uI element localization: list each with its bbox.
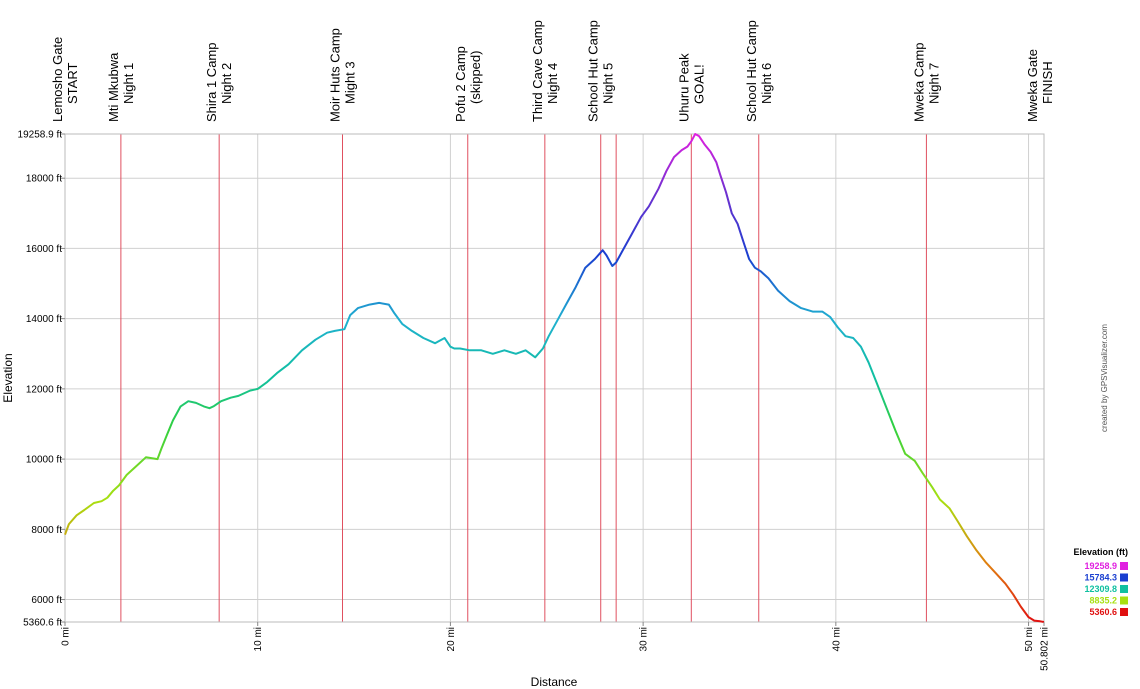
waypoint-label: Moir Huts Camp Might 3 bbox=[328, 28, 358, 122]
waypoint-sub: FINISH bbox=[1040, 61, 1055, 104]
waypoint-name: School Hut Camp bbox=[586, 20, 601, 122]
legend-label: 8835.2 bbox=[1089, 596, 1117, 606]
legend-swatch bbox=[1120, 562, 1128, 570]
waypoint-label: Mweka Gate FINISH bbox=[1025, 49, 1055, 122]
waypoint-sub: START bbox=[65, 63, 80, 104]
waypoint-sub: Night 1 bbox=[121, 63, 136, 104]
waypoint-name: Pofu 2 Camp bbox=[453, 46, 468, 122]
legend-swatch bbox=[1120, 573, 1128, 582]
waypoint-sub: Night 2 bbox=[219, 63, 234, 104]
waypoint-name: Shira 1 Camp bbox=[204, 43, 219, 122]
y-tick-label: 18000 ft bbox=[26, 174, 62, 185]
waypoint-sub: Might 3 bbox=[343, 61, 358, 104]
y-tick-label: 16000 ft bbox=[26, 244, 62, 255]
y-tick-label: 6000 ft bbox=[31, 595, 62, 606]
legend-label: 12309.8 bbox=[1084, 584, 1117, 594]
legend-swatch bbox=[1120, 608, 1128, 616]
waypoint-sub: Night 6 bbox=[759, 63, 774, 104]
elevation-series-line bbox=[64, 133, 1045, 623]
waypoint-name: Mweka Gate bbox=[1025, 49, 1040, 122]
y-tick-label: 14000 ft bbox=[26, 314, 62, 325]
plot-frame bbox=[64, 133, 1045, 623]
grid-lines bbox=[64, 133, 1045, 623]
waypoint-name: Mti Mkubwa bbox=[106, 52, 121, 122]
waypoint-label: School Hut Camp Night 6 bbox=[744, 20, 774, 122]
y-tick-label: 19258.9 ft bbox=[18, 130, 63, 141]
waypoint-sub: Night 5 bbox=[601, 63, 616, 104]
y-tick-label: 8000 ft bbox=[31, 525, 62, 536]
legend-label: 19258.9 bbox=[1084, 561, 1117, 571]
waypoint-name: Uhuru Peak bbox=[676, 53, 691, 122]
waypoint-name: Third Cave Camp bbox=[530, 20, 545, 122]
y-axis-title: Elevation bbox=[1, 353, 15, 402]
waypoint-name: Lemosho Gate bbox=[50, 37, 65, 122]
waypoint-sub: (skipped) bbox=[468, 51, 483, 104]
x-tick-label: 10 mi bbox=[253, 627, 264, 651]
waypoint-label: School Hut Camp Night 5 bbox=[586, 20, 616, 122]
x-tick-label: 30 mi bbox=[639, 627, 650, 651]
waypoint-lines bbox=[120, 134, 927, 622]
waypoint-label: Mti Mkubwa Night 1 bbox=[106, 52, 136, 122]
waypoint-name: School Hut Camp bbox=[744, 20, 759, 122]
x-axis-ticks: 0 mi 10 mi 20 mi 30 mi 40 mi 50 mi 50.802 mi bbox=[61, 622, 1051, 671]
y-tick-label: 12000 ft bbox=[26, 384, 62, 395]
x-tick-label: 50.802 mi bbox=[1040, 627, 1051, 671]
legend-title: Elevation (ft) bbox=[1073, 547, 1128, 557]
x-tick-label: 0 mi bbox=[61, 627, 72, 646]
waypoint-sub: Night 7 bbox=[926, 63, 941, 104]
waypoint-sub: Night 4 bbox=[545, 63, 560, 104]
waypoint-label: Uhuru Peak GOAL! bbox=[676, 53, 706, 122]
waypoint-name: Mweka Camp bbox=[911, 43, 926, 122]
y-tick-label: 10000 ft bbox=[26, 455, 62, 466]
waypoint-label: Lemosho Gate START bbox=[50, 37, 80, 122]
y-tick-label: 5360.6 ft bbox=[23, 618, 62, 629]
waypoint-label: Mweka Camp Night 7 bbox=[911, 43, 941, 122]
legend-label: 15784.3 bbox=[1084, 573, 1117, 583]
credit-text: created by GPSVisualizer.com bbox=[1100, 324, 1109, 432]
waypoint-label: Third Cave Camp Night 4 bbox=[530, 20, 560, 122]
x-axis-title: Distance bbox=[531, 675, 578, 689]
x-tick-label: 50 mi bbox=[1024, 627, 1035, 651]
x-tick-label: 40 mi bbox=[831, 627, 842, 651]
waypoint-sub: GOAL! bbox=[691, 64, 706, 104]
waypoint-name: Moir Huts Camp bbox=[328, 28, 343, 122]
legend-label: 5360.6 bbox=[1089, 607, 1117, 617]
waypoint-label: Pofu 2 Camp (skipped) bbox=[453, 46, 483, 122]
legend-swatch bbox=[1120, 596, 1128, 605]
waypoint-label: Shira 1 Camp Night 2 bbox=[204, 43, 234, 122]
y-axis-ticks: 5360.6 ft 6000 ft 8000 ft 10000 ft 12000 ft 1… bbox=[18, 130, 65, 629]
x-tick-label: 20 mi bbox=[446, 627, 457, 651]
waypoint-labels: Lemosho Gate START Mti Mkubwa Night 1 Shira … bbox=[50, 20, 1055, 122]
legend-swatch bbox=[1120, 585, 1128, 593]
